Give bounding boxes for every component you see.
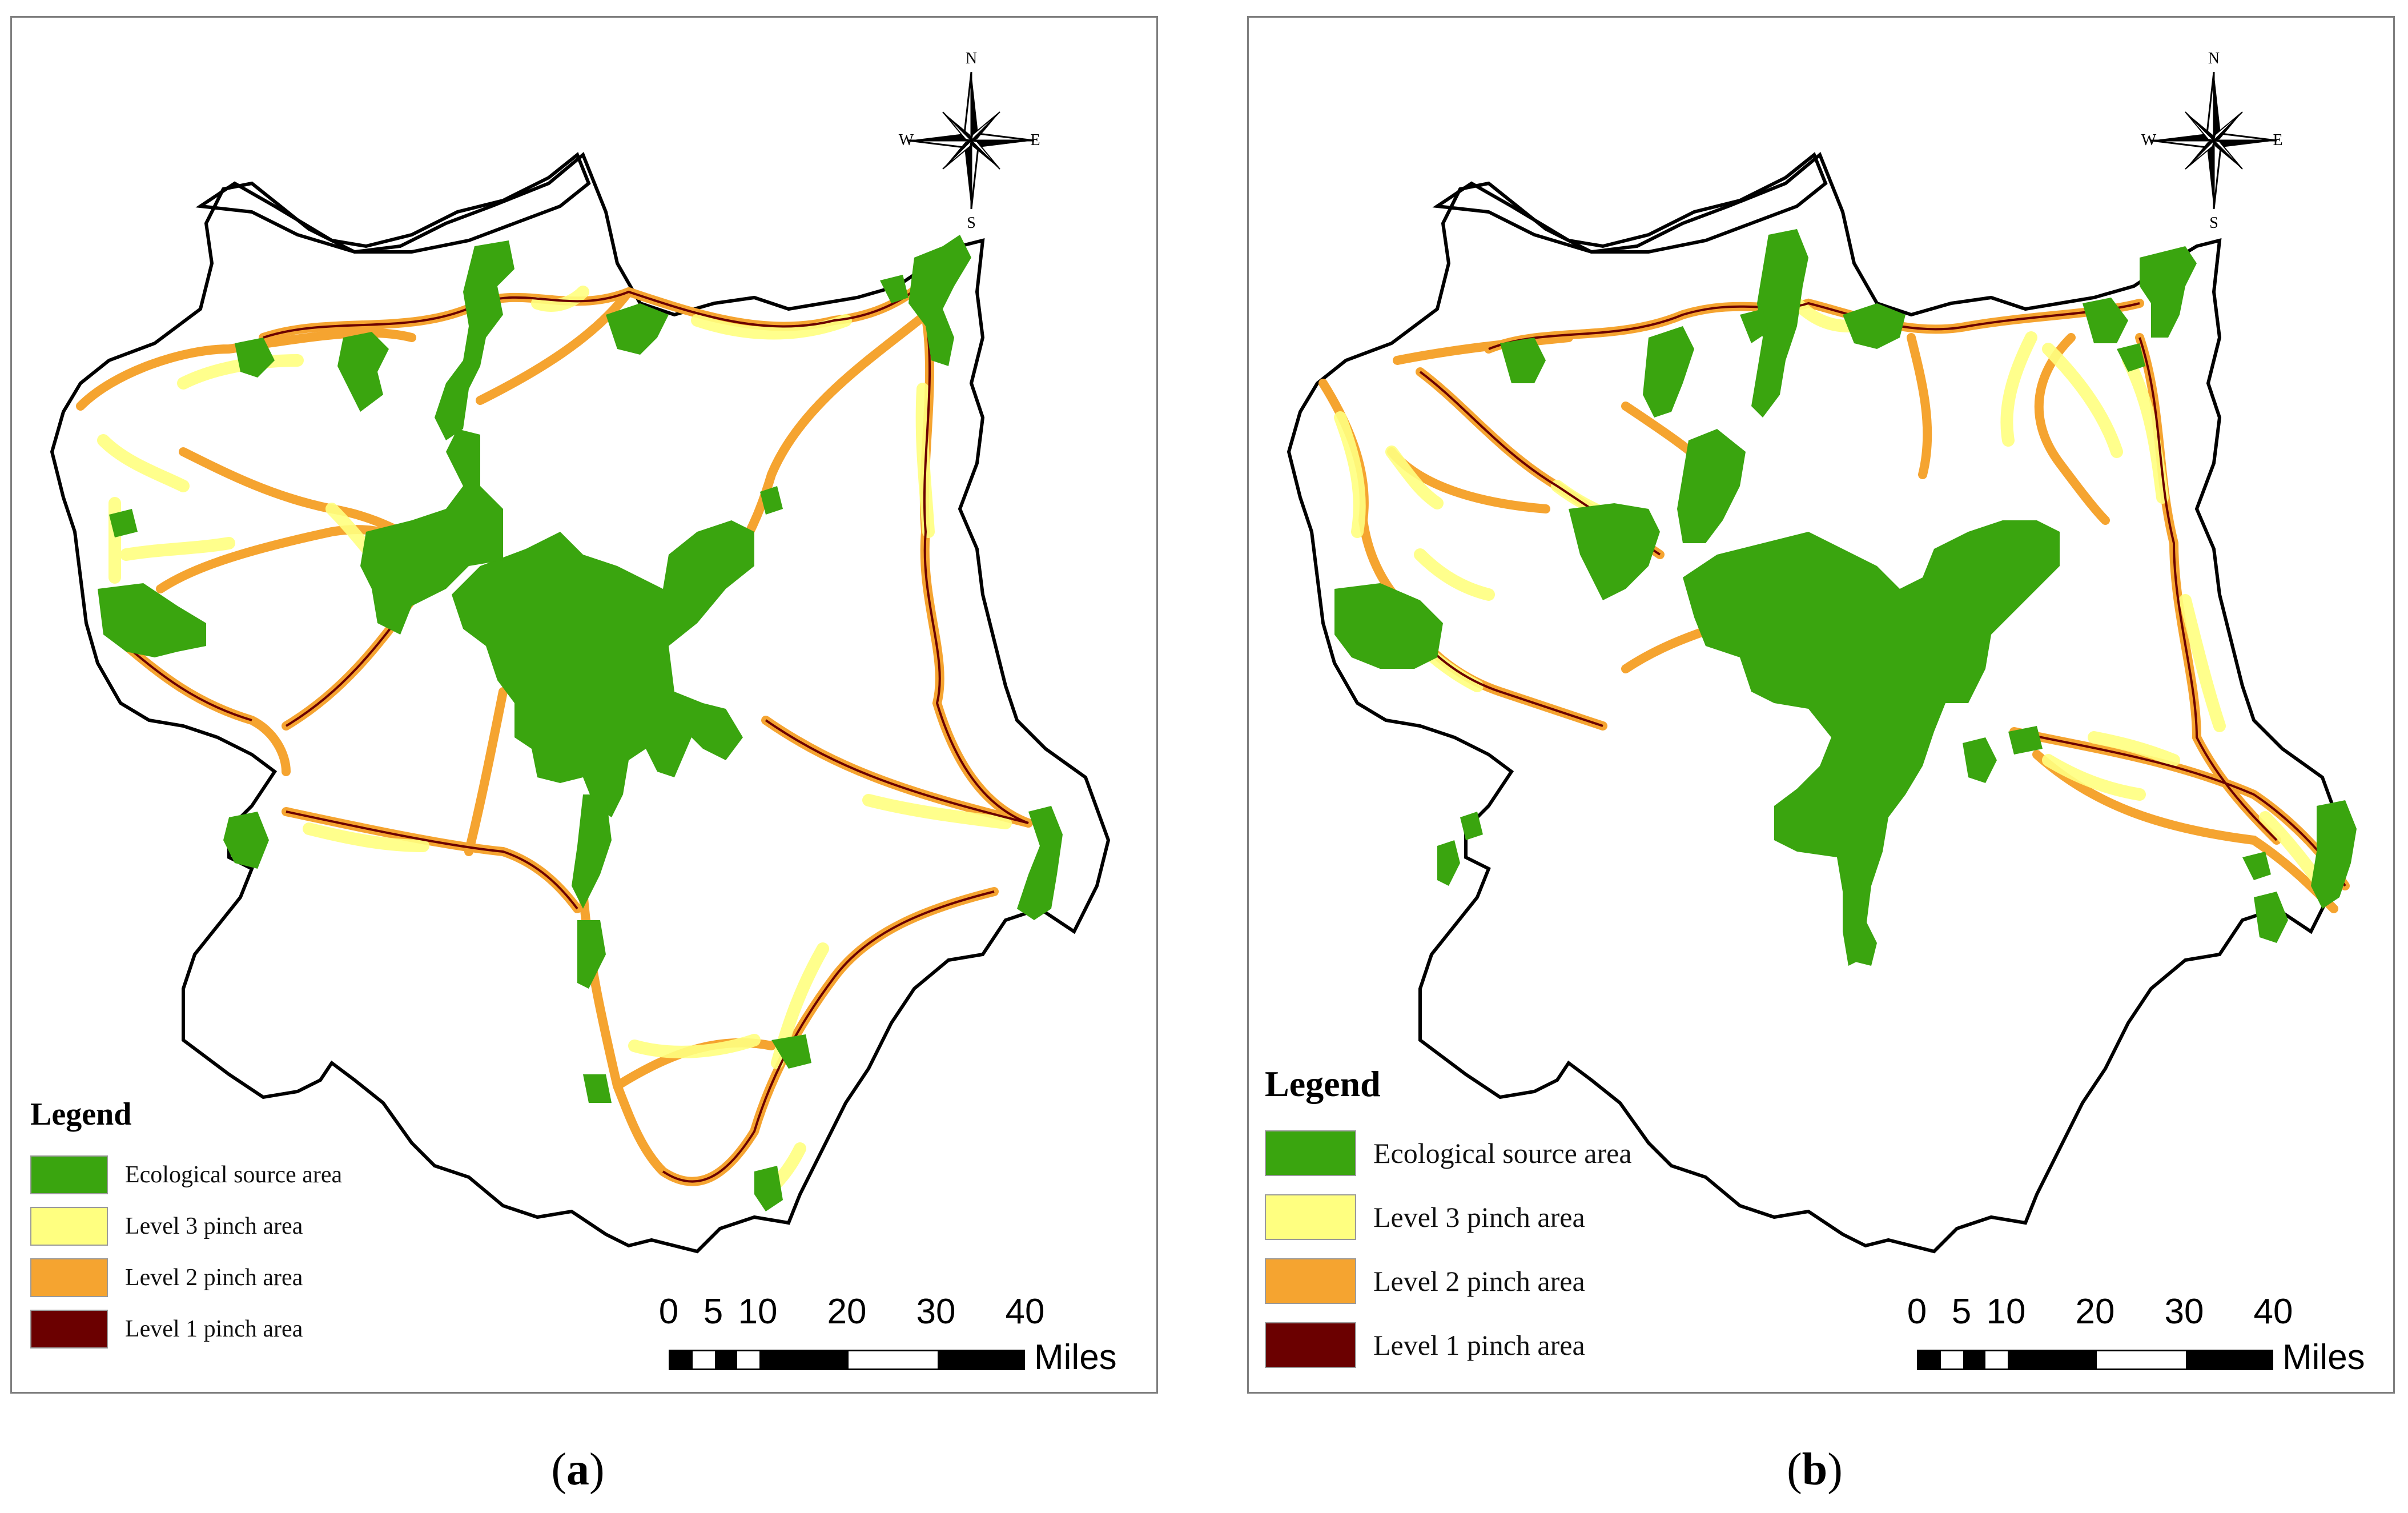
compass-north-label: N bbox=[965, 50, 978, 67]
compass-west-label: W bbox=[898, 131, 914, 149]
compass-east-label: E bbox=[2273, 131, 2283, 149]
legend-label: Level 2 pinch area bbox=[125, 1265, 303, 1291]
scale-tick-20: 20 bbox=[2075, 1292, 2115, 1331]
map-canvas-b bbox=[1287, 152, 2357, 1254]
legend-label: Level 1 pinch area bbox=[125, 1316, 303, 1342]
scale-tick-40: 40 bbox=[2253, 1292, 2293, 1331]
scale-unit-label: Miles bbox=[1034, 1338, 1117, 1377]
scale-tick-5: 5 bbox=[703, 1292, 723, 1331]
legend-swatch bbox=[1265, 1322, 1356, 1368]
compass-rose-icon bbox=[908, 71, 1035, 210]
legend-label: Level 2 pinch area bbox=[1373, 1265, 1585, 1297]
legend-swatch bbox=[30, 1207, 108, 1246]
scale-tick-10: 10 bbox=[1986, 1292, 2026, 1331]
legend-swatch bbox=[1265, 1130, 1356, 1176]
legend-item-ecological-source: Ecological source area bbox=[30, 1155, 342, 1194]
legend-swatch bbox=[30, 1310, 108, 1349]
legend-item-level-3: Level 3 pinch area bbox=[30, 1207, 303, 1246]
legend-label: Ecological source area bbox=[125, 1162, 343, 1188]
legend-item-level-2: Level 2 pinch area bbox=[1265, 1258, 1585, 1304]
scale-tick-10: 10 bbox=[738, 1292, 778, 1331]
legend-swatch bbox=[30, 1155, 108, 1194]
ecological-source-areas bbox=[98, 235, 1063, 1211]
map-canvas-a bbox=[50, 152, 1111, 1254]
legend-swatch bbox=[1265, 1258, 1356, 1304]
caption-b: (b) bbox=[1787, 1444, 1843, 1495]
scale-tick-20: 20 bbox=[827, 1292, 867, 1331]
compass-north-label: N bbox=[2208, 50, 2220, 67]
legend-title: Legend bbox=[30, 1097, 132, 1132]
scale-bar-segments bbox=[1917, 1350, 2273, 1370]
caption-a-letter: a bbox=[566, 1444, 589, 1495]
north-arrow-compass-b: N S E W bbox=[2141, 50, 2283, 232]
legend-item-level-3: Level 3 pinch area bbox=[1265, 1194, 1585, 1240]
compass-east-label: E bbox=[1030, 131, 1040, 149]
legend-swatch bbox=[30, 1258, 108, 1297]
legend-item-ecological-source: Ecological source area bbox=[1265, 1130, 1632, 1176]
legend-item-level-1: Level 1 pinch area bbox=[30, 1310, 303, 1349]
scale-bar-segments bbox=[669, 1350, 1025, 1370]
caption-a: (a) bbox=[551, 1444, 605, 1495]
caption-b-letter: b bbox=[1802, 1444, 1828, 1495]
legend-label: Ecological source area bbox=[1373, 1137, 1632, 1169]
ecological-source-areas bbox=[1334, 229, 2357, 966]
scale-tick-40: 40 bbox=[1005, 1292, 1045, 1331]
legend-swatch bbox=[1265, 1194, 1356, 1240]
scale-tick-30: 30 bbox=[2164, 1292, 2204, 1331]
legend-label: Level 1 pinch area bbox=[1373, 1329, 1585, 1361]
scale-tick-0: 0 bbox=[658, 1292, 679, 1331]
map-panel-a: N S E W Legend Ecological source area Le… bbox=[10, 16, 1158, 1394]
north-arrow-compass-a: N S E W bbox=[899, 50, 1040, 232]
scale-tick-5: 5 bbox=[1951, 1292, 1972, 1331]
compass-south-label: S bbox=[2209, 214, 2218, 232]
scale-tick-30: 30 bbox=[916, 1292, 956, 1331]
legend-label: Level 3 pinch area bbox=[125, 1213, 303, 1239]
compass-west-label: W bbox=[2141, 131, 2157, 149]
legend-item-level-1: Level 1 pinch area bbox=[1265, 1322, 1585, 1368]
study-area-north-lobe bbox=[195, 152, 591, 254]
scale-tick-0: 0 bbox=[1907, 1292, 1927, 1331]
compass-rose-icon bbox=[2150, 71, 2277, 210]
map-panel-b: N S E W Legend Ecological source area Le… bbox=[1247, 16, 2395, 1394]
scale-unit-label: Miles bbox=[2282, 1338, 2365, 1377]
legend-label: Level 3 pinch area bbox=[1373, 1201, 1585, 1233]
scale-bar-b: 0 5 10 20 30 40 Miles bbox=[1907, 1291, 2379, 1383]
scale-bar-a: 0 5 10 20 30 40 Miles bbox=[659, 1291, 1143, 1383]
study-area-north-lobe bbox=[1432, 152, 1828, 254]
legend-title: Legend bbox=[1265, 1063, 1381, 1104]
compass-south-label: S bbox=[967, 214, 976, 232]
legend-item-level-2: Level 2 pinch area bbox=[30, 1258, 303, 1297]
